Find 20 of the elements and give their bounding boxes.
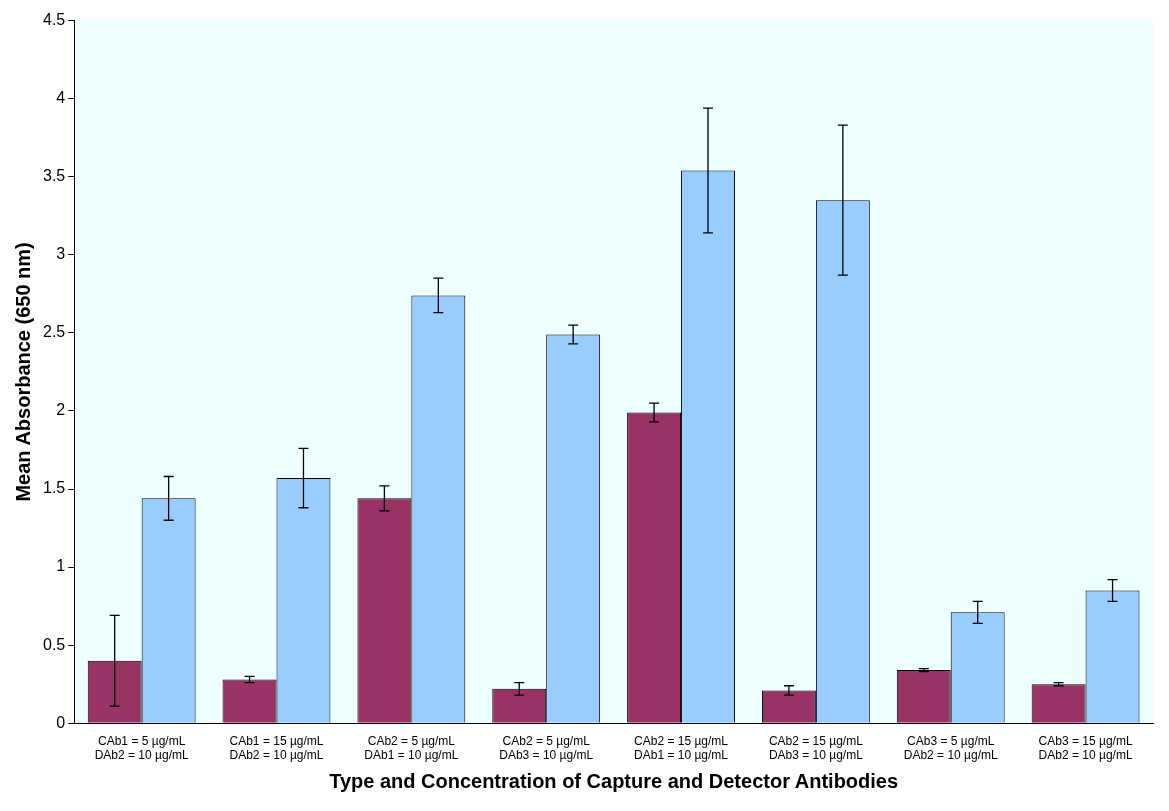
y-tick-label: 1	[56, 557, 66, 575]
y-axis-title: Mean Absorbance (650 nm)	[11, 242, 34, 502]
x-tick-label: CAb1 = 15 µg/mL DAb2 = 10 µg/mL	[229, 733, 324, 763]
x-tick-label: CAb3 = 5 µg/mL DAb2 = 10 µg/mL	[903, 733, 999, 763]
y-tick-label: 3	[56, 245, 66, 263]
y-tick-label: 1.5	[42, 479, 66, 497]
x-tick-label: CAb3 = 15 µg/mL DAb2 = 10 µg/mL	[1038, 733, 1133, 763]
y-tick-label: 2	[56, 401, 66, 419]
x-tick-label: CAb2 = 15 µg/mL DAb1 = 10 µg/mL	[634, 733, 729, 763]
x-tick-label: CAb2 = 15 µg/mL DAb3 = 10 µg/mL	[768, 733, 864, 763]
y-tick-label: 0	[56, 713, 66, 731]
y-tick-label: 4	[56, 89, 66, 107]
x-tick-label: CAb2 = 5 µg/mL DAb1 = 10 µg/mL	[364, 733, 459, 763]
y-tick-label: 2.5	[42, 323, 66, 341]
y-tick-label: 3.5	[42, 167, 66, 185]
y-tick-label: 4.5	[42, 11, 66, 29]
y-tick-label: 0.5	[42, 635, 66, 653]
x-tick-label: CAb1 = 5 µg/mL DAb2 = 10 µg/mL	[94, 733, 189, 763]
x-tick-label: CAb2 = 5 µg/mL DAb3 = 10 µg/mL	[499, 733, 594, 763]
x-axis-title: Type and Concentration of Capture and Detector Antibodies	[329, 769, 899, 792]
